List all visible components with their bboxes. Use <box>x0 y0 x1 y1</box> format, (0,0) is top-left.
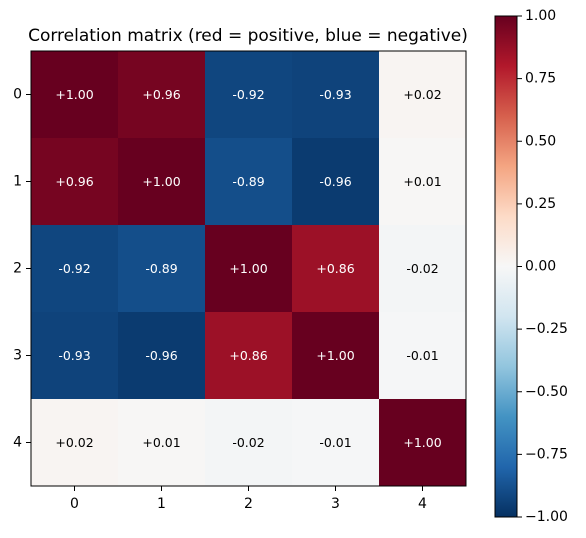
heatmap-cell-1-2 <box>205 138 293 226</box>
heatmap-cell-3-2 <box>205 312 293 400</box>
heatmap-cell-1-1 <box>118 138 206 226</box>
y-tick-label-1: 1 <box>13 174 22 190</box>
heatmap-cell-3-4 <box>379 312 467 400</box>
heatmap-cell-4-2 <box>205 399 293 487</box>
heatmap-cell-3-1 <box>118 312 206 400</box>
colorbar-ticks: 1.00 0.75 0.50 0.25 0.00 −0.25 −0.50 −0.75 −1.00 <box>517 8 568 525</box>
cell-label-4-4: +1.00 <box>403 435 441 450</box>
heatmap-cell-3-3 <box>292 312 380 400</box>
heatmap-cell-0-2 <box>205 51 293 139</box>
x-tick-label-0: 0 <box>70 496 79 512</box>
heatmap-cell-0-3 <box>292 51 380 139</box>
cell-label-1-2: -0.89 <box>232 174 264 189</box>
x-tick-label-2: 2 <box>244 496 253 512</box>
colorbar-tick-label-8: −1.00 <box>525 509 568 525</box>
x-tick-label-1: 1 <box>157 496 166 512</box>
cell-label-2-3: +0.86 <box>316 261 354 276</box>
heatmap-cell-2-0 <box>31 225 119 313</box>
cell-label-2-0: -0.92 <box>58 261 90 276</box>
cell-label-3-0: -0.93 <box>58 348 90 363</box>
cell-label-4-1: +0.01 <box>142 435 180 450</box>
heatmap-cell-4-1 <box>118 399 206 487</box>
chart-title: Correlation matrix (red = positive, blue… <box>28 26 468 46</box>
x-tick-label-4: 4 <box>418 496 427 512</box>
cell-label-2-4: -0.02 <box>406 261 438 276</box>
heatmap-cell-0-1 <box>118 51 206 139</box>
cell-label-0-0: +1.00 <box>55 87 93 102</box>
cell-label-3-2: +0.86 <box>229 348 267 363</box>
heatmap-cell-1-4 <box>379 138 467 226</box>
heatmap-cell-4-4 <box>379 399 467 487</box>
y-tick-label-4: 4 <box>13 435 22 451</box>
cell-label-0-2: -0.92 <box>232 87 264 102</box>
colorbar-tick-label-0: 1.00 <box>525 8 556 24</box>
cell-label-4-2: -0.02 <box>232 435 264 450</box>
heatmap-cell-0-4 <box>379 51 467 139</box>
cell-label-3-1: -0.96 <box>145 348 177 363</box>
cell-label-2-2: +1.00 <box>229 261 267 276</box>
colorbar-tick-label-1: 0.75 <box>525 71 556 87</box>
cell-label-3-3: +1.00 <box>316 348 354 363</box>
cell-label-1-1: +1.00 <box>142 174 180 189</box>
colorbar-tick-label-6: −0.50 <box>525 384 568 400</box>
cell-label-1-4: +0.01 <box>403 174 441 189</box>
cell-label-4-3: -0.01 <box>319 435 351 450</box>
heatmap-cell-2-3 <box>292 225 380 313</box>
y-tick-label-0: 0 <box>13 87 22 103</box>
cell-value-labels: +1.00 +0.96 -0.92 -0.93 +0.02 +0.96 +1.00 -0.89… <box>55 87 441 450</box>
heatmap-cell-4-0 <box>31 399 119 487</box>
y-tick-label-2: 2 <box>13 261 22 277</box>
cell-label-1-3: -0.96 <box>319 174 351 189</box>
heatmap-cell-2-4 <box>379 225 467 313</box>
colorbar-tick-label-3: 0.25 <box>525 196 556 212</box>
colorbar <box>495 16 517 517</box>
cell-label-1-0: +0.96 <box>55 174 93 189</box>
cell-label-2-1: -0.89 <box>145 261 177 276</box>
cell-label-4-0: +0.02 <box>55 435 93 450</box>
cell-label-0-1: +0.96 <box>142 87 180 102</box>
x-tick-label-3: 3 <box>331 496 340 512</box>
heatmap-grid <box>31 51 467 487</box>
heatmap-cell-2-1 <box>118 225 206 313</box>
heatmap-cell-2-2 <box>205 225 293 313</box>
cell-label-3-4: -0.01 <box>406 348 438 363</box>
x-axis-ticks: 0 1 2 3 4 <box>70 486 427 512</box>
heatmap-cell-1-0 <box>31 138 119 226</box>
colorbar-tick-label-4: 0.00 <box>525 259 556 275</box>
cell-label-0-3: -0.93 <box>319 87 351 102</box>
y-axis-ticks: 0 1 2 3 4 <box>13 87 31 451</box>
heatmap-cell-0-0 <box>31 51 119 139</box>
colorbar-tick-label-5: −0.25 <box>525 321 568 337</box>
cell-label-0-4: +0.02 <box>403 87 441 102</box>
colorbar-tick-label-2: 0.50 <box>525 133 556 149</box>
heatmap-cell-4-3 <box>292 399 380 487</box>
colorbar-tick-label-7: −0.75 <box>525 446 568 462</box>
y-tick-label-3: 3 <box>13 348 22 364</box>
heatmap-cell-1-3 <box>292 138 380 226</box>
heatmap-cell-3-0 <box>31 312 119 400</box>
